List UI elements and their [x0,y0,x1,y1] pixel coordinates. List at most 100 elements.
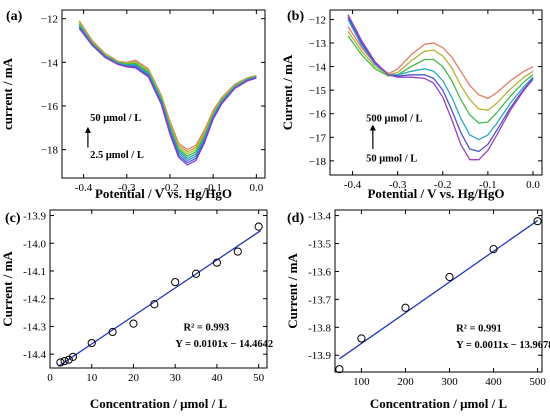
data-point [60,356,69,366]
panel-b: -0.4 -0.3 -0.2 -0.1 0.0 −12 −13 −14 −15 −16 −17 −18… [280,9,543,201]
x-tick-label: -0.2 [161,182,178,194]
x-tick-label: 0.0 [249,182,263,194]
x-tick-label: -0.3 [389,179,407,191]
x-tick-label: 400 [485,376,502,388]
y-tick-label: -14.2 [23,294,46,306]
series-line-7 [78,28,257,166]
y-tick-label: -14.3 [23,321,46,333]
y-axis-title: Current / mA [280,54,295,130]
data-point [401,303,410,312]
y-tick-label: −14 [309,62,327,74]
y-tick-label: −18 [41,145,59,157]
y-axis-title: Current / mA [0,251,15,327]
series-line-1 [78,21,257,153]
annotation: 50 μmol / L [366,153,417,164]
plot-frame [334,209,543,373]
data-point [212,258,222,267]
data-point [191,269,201,278]
y-tick-label: −18 [309,156,327,168]
y-axis-title: Current / mA [285,253,300,329]
data-point [87,338,96,348]
x-tick-label: 0.0 [526,179,540,191]
data-point [68,352,78,362]
data-point [489,245,498,254]
x-tick-label: -0.4 [75,182,93,194]
x-tick-label: 50 [253,372,265,384]
y-tick-label: -14.1 [23,266,46,278]
y-tick-label: −15 [309,85,327,97]
fit-line [57,230,262,367]
y-tick-label: -13.4 [308,211,331,223]
panel-label: (d) [287,211,304,226]
y-tick-label: −12 [41,14,58,26]
y-axis-title: current / mA [0,57,15,130]
x-tick-label: -0.1 [479,179,496,191]
arrow-head [84,126,91,133]
data-point [357,334,366,343]
plot-frame [61,9,266,179]
data-point [233,247,242,256]
y-tick-label: -13.9 [308,350,331,362]
x-tick-label: 30 [170,372,182,384]
x-tick-label: 500 [529,376,546,388]
x-axis-title: Concentration / μmol / L [90,396,228,411]
y-tick-label: −16 [41,101,59,113]
data-point [129,319,138,328]
annotation: 500 μmol / L [366,113,422,124]
y-tick-label: −16 [309,109,327,121]
x-tick-label: -0.2 [434,179,451,191]
fit-line [339,220,538,360]
data-point [445,272,454,282]
plot-frame [329,9,543,176]
data-point [533,217,542,226]
data-point [171,277,180,287]
x-axis-title: Potential / V vs. Hg/HgO [367,186,504,201]
x-tick-label: 300 [441,376,458,388]
annotation: 2.5 μmol / L [90,150,144,161]
x-tick-label: 40 [211,372,223,384]
panel-label: (a) [6,9,23,24]
annotation: R² = 0.993 [184,322,230,333]
plot-frame [49,209,268,369]
annotation: R² = 0.991 [456,323,502,334]
data-point [108,327,117,337]
x-tick-label: 100 [353,376,370,388]
series-line-2 [347,35,534,124]
y-tick-label: -13.6 [308,266,331,278]
y-tick-label: -13.9 [23,211,46,223]
y-tick-label: −12 [309,14,326,26]
y-tick-label: −13 [309,38,327,50]
x-tick-label: -0.4 [344,179,362,191]
series-line-4 [347,16,534,153]
data-point [335,365,344,374]
y-tick-label: −14 [41,57,59,69]
y-tick-label: −17 [309,132,327,144]
annotation: 50 μmol / L [90,113,141,124]
y-tick-label: -13.7 [308,294,331,306]
x-tick-label: 10 [86,372,98,384]
y-tick-label: -13.5 [308,239,331,251]
data-point [150,300,159,309]
y-tick-label: -14.0 [23,238,46,250]
series-line-5 [347,14,534,161]
annotation: Y = 0.0101x − 14.4642 [175,339,273,350]
x-axis-title: Potential / V vs. Hg/HgO [95,186,232,201]
arrow-head [369,124,376,131]
series-line-1 [347,30,534,111]
y-tick-label: -13.8 [308,322,331,334]
panel-label: (b) [287,9,304,24]
x-tick-label: -0.1 [204,182,221,194]
x-axis-title: Concentration / μmol / L [370,396,508,411]
annotation: Y = 0.0011x − 13.9678 [456,340,550,351]
x-tick-label: 20 [128,372,140,384]
panel-d: 100 200 300 400 500 -13.4 -13.5 -13.6 -13.7 -13.8… [285,209,550,411]
x-tick-label: 0 [47,372,53,384]
x-tick-label: -0.3 [118,182,136,194]
panel-c: 0 10 20 30 40 50 -13.9 -14.0 -14.1 -14.2 -14.3 -14.… [0,209,273,411]
x-tick-label: 200 [397,376,414,388]
panel-a: -0.4 -0.3 -0.2 -0.1 0.0 −12 −14 −16 −18 Potential… [0,9,266,201]
data-point [254,222,263,231]
data-point [56,358,65,367]
data-point [64,355,73,364]
